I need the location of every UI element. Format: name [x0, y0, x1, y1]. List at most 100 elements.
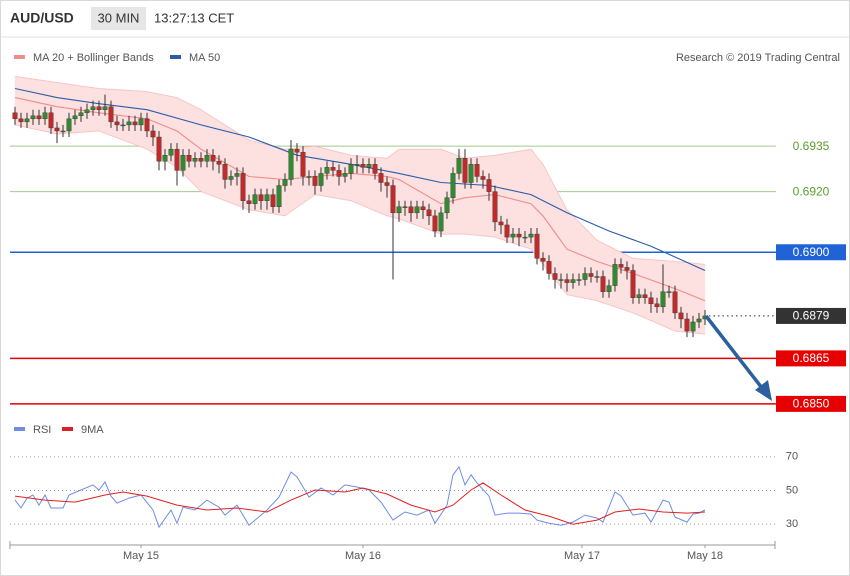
- candle-body: [402, 206, 408, 208]
- candle-body: [336, 170, 342, 177]
- candle-body: [642, 294, 648, 298]
- candle-body: [318, 173, 324, 186]
- candle-body: [498, 221, 504, 226]
- candle-body: [342, 173, 348, 177]
- candle-body: [294, 148, 300, 153]
- y-tick-label: 70: [786, 451, 798, 463]
- candle-body: [234, 173, 240, 177]
- candle-body: [600, 276, 606, 292]
- candle-body: [480, 176, 486, 180]
- last-price-label: 0.6879: [793, 309, 830, 323]
- candle-body: [450, 173, 456, 198]
- legend-swatch: [170, 55, 181, 59]
- candle-body: [588, 273, 594, 277]
- candle-body: [24, 118, 30, 123]
- candle-body: [162, 155, 168, 162]
- legend-label: MA 20 + Bollinger Bands: [33, 52, 154, 64]
- forecast-arrow-head: [755, 380, 772, 401]
- candle-body: [348, 164, 354, 174]
- candle-body: [684, 318, 690, 332]
- time: 13:27:13 CET: [154, 10, 234, 25]
- level-box: [776, 395, 846, 412]
- candle-body: [90, 106, 96, 110]
- candle-body: [156, 136, 162, 162]
- candle-body: [186, 155, 192, 162]
- candle-body: [558, 279, 564, 281]
- candle-body: [414, 206, 420, 214]
- candle-body: [462, 158, 468, 183]
- candle-body: [48, 112, 54, 129]
- candle-body: [594, 276, 600, 278]
- candle-body: [486, 179, 492, 192]
- candle-body: [210, 155, 216, 162]
- candle-body: [168, 148, 174, 156]
- candle-body: [54, 127, 60, 132]
- candle-body: [114, 121, 120, 126]
- candle-body: [648, 297, 654, 305]
- candle-body: [216, 161, 222, 165]
- interval: 30 MIN: [98, 10, 140, 25]
- candle-body: [612, 264, 618, 286]
- candle-body: [42, 112, 48, 120]
- candle-body: [66, 118, 72, 132]
- level-box: [776, 350, 846, 367]
- candle-body: [96, 106, 102, 110]
- candle-body: [276, 185, 282, 207]
- candle-body: [492, 191, 498, 223]
- candle-body: [252, 194, 258, 204]
- candle-body: [540, 258, 546, 262]
- candle-body: [174, 148, 180, 171]
- candle-body: [102, 106, 108, 110]
- candle-body: [30, 115, 36, 120]
- candle-body: [672, 291, 678, 314]
- candle-body: [408, 206, 414, 214]
- candle-body: [18, 118, 24, 123]
- candle-body: [630, 270, 636, 298]
- candle-body: [636, 294, 642, 298]
- candle-body: [78, 112, 84, 117]
- candle-body: [624, 267, 630, 271]
- candle-body: [420, 206, 426, 211]
- moving-average: [14, 97, 706, 302]
- candle-body: [678, 312, 684, 320]
- candle-body: [144, 118, 150, 132]
- candle-body: [366, 164, 372, 168]
- interval-box: [91, 7, 146, 30]
- candle-body: [510, 233, 516, 238]
- candle-body: [696, 318, 702, 323]
- y-tick-label: 30: [786, 518, 798, 530]
- candle-body: [378, 173, 384, 183]
- candle-body: [324, 167, 330, 174]
- legend-label: MA 50: [189, 52, 220, 64]
- candle-body: [126, 121, 132, 126]
- last-price-box: [776, 307, 846, 324]
- symbol: AUD/USD: [10, 10, 74, 26]
- candle-body: [372, 164, 378, 174]
- candle-body: [606, 285, 612, 292]
- candle-body: [354, 164, 360, 166]
- level-label: 0.6900: [793, 245, 830, 259]
- legend-swatch: [62, 427, 73, 431]
- candle-body: [300, 151, 306, 177]
- level-label: 0.6920: [793, 184, 830, 198]
- indicator-line: [14, 465, 706, 529]
- indicator-line: [14, 482, 706, 525]
- candle-body: [12, 112, 18, 120]
- candle-body: [192, 158, 198, 162]
- candle-body: [258, 194, 264, 201]
- candle-body: [138, 118, 144, 126]
- candle-body: [396, 206, 402, 214]
- candle-body: [36, 115, 42, 120]
- y-tick-label: 50: [786, 484, 798, 496]
- candle-body: [264, 194, 270, 201]
- candle-body: [564, 279, 570, 283]
- candle-body: [132, 121, 138, 126]
- candle-body: [534, 233, 540, 259]
- candle-body: [228, 176, 234, 180]
- candle-body: [198, 158, 204, 162]
- candle-body: [552, 273, 558, 280]
- candle-body: [270, 194, 276, 207]
- candle-body: [432, 215, 438, 232]
- candle-body: [108, 106, 114, 123]
- label-layer: 0.6935 0.6920 0.6900 0.6865 0.6850 0.6879 MA 2…: [14, 52, 846, 562]
